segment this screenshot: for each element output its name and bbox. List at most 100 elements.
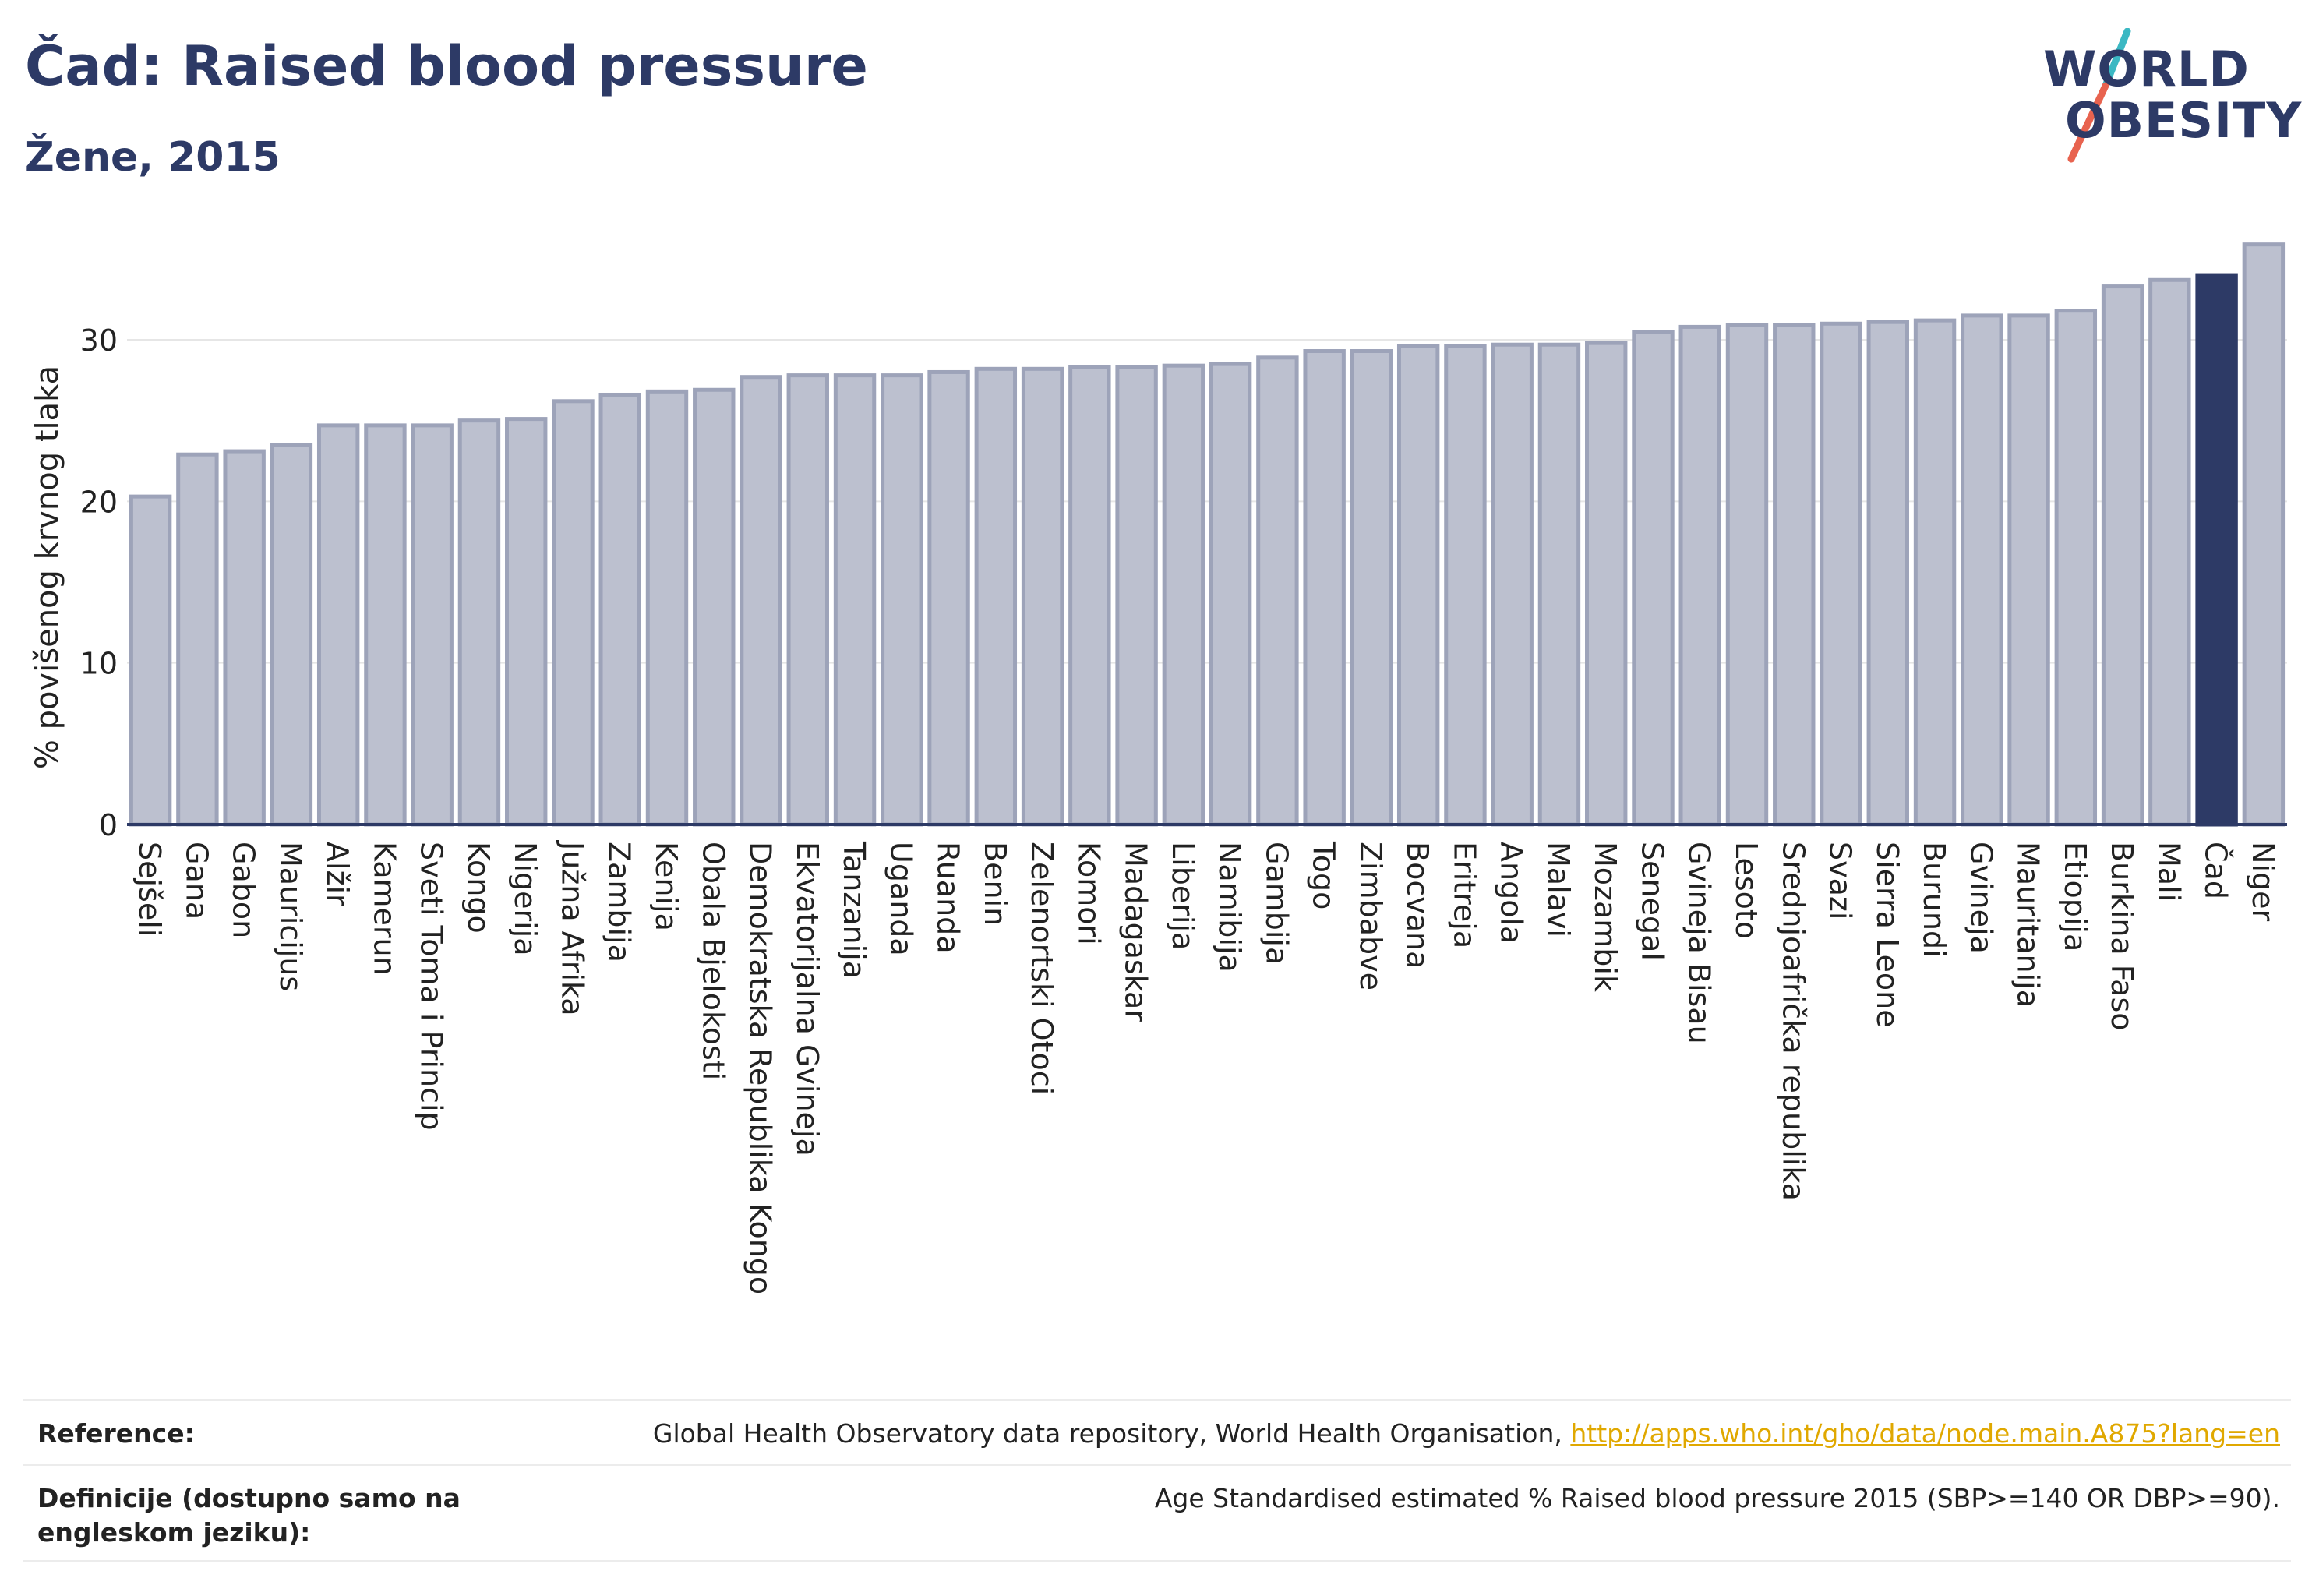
x-tick-label: Gvineja Bisau xyxy=(1682,842,1717,1044)
bar-20 xyxy=(1021,366,1064,827)
x-tick-label: Angola xyxy=(1495,842,1529,944)
bar-41 xyxy=(2007,313,2050,827)
logo-slash-icon xyxy=(2067,28,2131,163)
x-tick-label: Svazi xyxy=(1823,842,1858,920)
bar-4 xyxy=(270,443,313,827)
bar-43 xyxy=(2101,284,2144,827)
x-tick-label: Ruanda xyxy=(931,842,965,954)
bar-33 xyxy=(1632,330,1675,827)
logo-word-world: WORLD xyxy=(2043,41,2250,97)
x-tick-label: Senegal xyxy=(1635,842,1669,961)
definition-label: Definicije (dostupno samo na engleskom j… xyxy=(37,1483,461,1548)
x-tick-label: Sejšeli xyxy=(132,842,167,937)
x-tick-label: Mali xyxy=(2151,842,2186,902)
bar-27 xyxy=(1350,349,1393,827)
bar-3 xyxy=(223,449,266,827)
x-tick-label: Zambija xyxy=(602,842,637,962)
bar-40 xyxy=(1961,313,2003,827)
x-tick-label: Zelenortski Otoci xyxy=(1025,842,1059,1095)
bar-32 xyxy=(1585,341,1628,827)
bar-42 xyxy=(2054,309,2098,827)
bar-10 xyxy=(552,399,595,827)
bar-9 xyxy=(505,417,548,827)
x-tick-label: Komori xyxy=(1071,842,1106,945)
reference-value: Global Health Observatory data repositor… xyxy=(653,1417,2280,1451)
x-tick-label: Demokratska Republika Kongo xyxy=(743,842,778,1294)
bar-38 xyxy=(1866,320,1909,827)
x-tick-label: Nigerija xyxy=(508,842,542,956)
x-tick-label: Kamerun xyxy=(367,842,401,976)
x-tick-label: Namibija xyxy=(1213,842,1247,973)
bar-14 xyxy=(740,375,782,827)
x-tick-label: Zimbabve xyxy=(1354,842,1388,990)
x-tick-label: Tanzanija xyxy=(837,841,871,979)
bar-2 xyxy=(176,452,219,827)
bar-24 xyxy=(1209,362,1252,827)
bar-13 xyxy=(693,387,736,827)
bar-15 xyxy=(786,373,829,827)
world-obesity-logo[interactable]: WORLD OBESITY xyxy=(2034,28,2301,168)
bar-11 xyxy=(598,392,641,827)
bar-16 xyxy=(833,373,877,827)
bar-23 xyxy=(1162,363,1205,827)
x-tick-label: Ekvatorijalna Gvineja xyxy=(790,842,824,1156)
footer-divider-bottom xyxy=(23,1560,2291,1562)
bar-22 xyxy=(1115,365,1158,827)
x-tick-label: Uganda xyxy=(884,842,918,956)
x-tick-label: Burkina Faso xyxy=(2105,842,2139,1031)
x-tick-label: Sierra Leone xyxy=(1870,842,1904,1028)
x-tick-label: Čad xyxy=(2199,842,2233,899)
y-tick-label: 0 xyxy=(99,808,118,842)
x-tick-label: Kongo xyxy=(461,842,496,934)
x-tick-label: Srednjoafrička republika xyxy=(1776,842,1810,1201)
bar-5 xyxy=(316,423,360,827)
x-tick-label: Mozambik xyxy=(1588,842,1622,992)
x-tick-label: Malavi xyxy=(1541,842,1576,937)
x-tick-label: Gambija xyxy=(1259,842,1294,965)
bar-35 xyxy=(1725,323,1769,827)
y-axis-label: % povišenog krvnog tlaka xyxy=(30,365,65,769)
bar-30 xyxy=(1491,342,1534,827)
reference-row: Reference: Global Health Observatory dat… xyxy=(23,1412,2291,1459)
x-tick-label: Madagaskar xyxy=(1119,842,1153,1022)
x-tick-label: Kenija xyxy=(649,842,683,931)
x-tick-label: Obala Bjelokosti xyxy=(696,842,730,1080)
bar-19 xyxy=(974,366,1018,827)
x-tick-label: Eritreja xyxy=(1447,842,1481,948)
bar-21 xyxy=(1068,365,1111,827)
x-tick-label: Gabon xyxy=(227,842,261,938)
reference-link[interactable]: http://apps.who.int/gho/data/node.main.A… xyxy=(1570,1418,2280,1449)
x-tick-label: Togo xyxy=(1307,841,1341,909)
x-tick-label: Burundi xyxy=(1917,842,1951,958)
reference-label: Reference: xyxy=(37,1418,195,1449)
x-tick-label: Lesoto xyxy=(1729,842,1763,939)
bar-12 xyxy=(645,389,689,827)
bar-8 xyxy=(457,418,501,827)
footer-divider-top xyxy=(23,1399,2291,1401)
definition-row: Definicije (dostupno samo na engleskom j… xyxy=(23,1477,2291,1562)
x-tick-label: Sveti Toma i Princip xyxy=(415,842,449,1131)
x-tick-label: Gana xyxy=(179,842,214,920)
bar-25 xyxy=(1256,355,1299,827)
bar-31 xyxy=(1537,342,1581,827)
bar-6 xyxy=(364,423,407,827)
bar-26 xyxy=(1303,349,1346,827)
y-tick-label: 30 xyxy=(80,323,118,358)
x-tick-label: Južna Afrika xyxy=(555,840,589,1016)
x-tick-label: Alžir xyxy=(320,842,355,906)
x-tick-label: Niger xyxy=(2246,842,2280,921)
x-tick-label: Etiopija xyxy=(2058,842,2092,952)
bar-39 xyxy=(1913,318,1957,827)
x-tick-label: Mauricijus xyxy=(274,842,308,991)
bar-28 xyxy=(1396,344,1440,827)
y-tick-label: 10 xyxy=(80,647,118,681)
x-tick-label: Bocvana xyxy=(1400,842,1435,969)
bar-7 xyxy=(411,423,454,827)
x-tick-label: Gvineja xyxy=(1964,842,1998,954)
bar-36 xyxy=(1773,323,1816,827)
bar-34 xyxy=(1678,324,1721,827)
chart-title: Čad: Raised blood pressure xyxy=(25,34,868,98)
chart-subtitle: Žene, 2015 xyxy=(25,134,281,181)
bar-17 xyxy=(881,373,923,827)
bar-1 xyxy=(129,494,172,827)
